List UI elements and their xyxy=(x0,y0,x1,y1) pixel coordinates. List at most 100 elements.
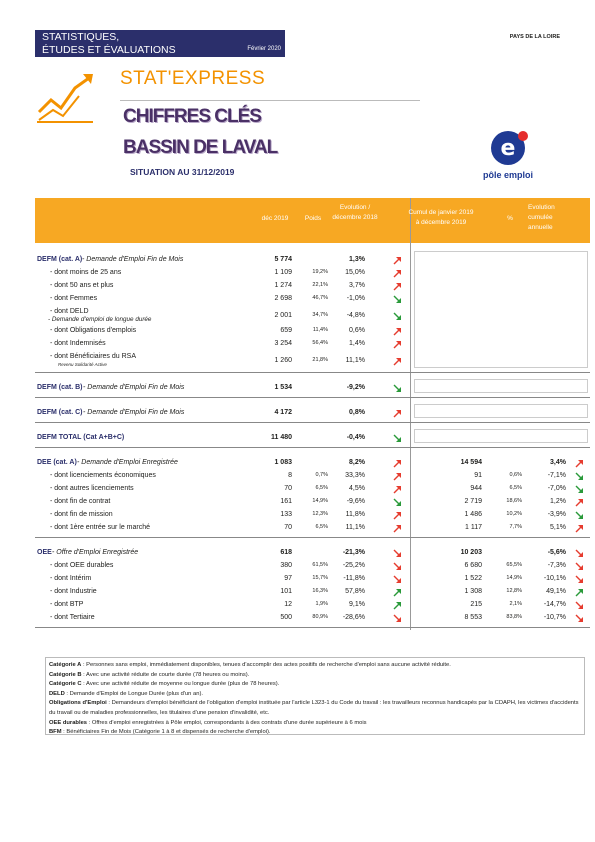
col-header: Poids xyxy=(304,215,322,222)
row-label: - dont 1ère entrée sur le marché xyxy=(50,524,150,531)
note: Catégorie B : Avec une activité réduite … xyxy=(49,671,581,681)
row-label: - dont moins de 25 ans xyxy=(50,269,122,276)
change: 1,3% xyxy=(349,256,365,263)
trend-arrow xyxy=(393,434,401,442)
col-header: déc 2019 xyxy=(261,215,289,222)
trend-arrow xyxy=(393,270,401,278)
band-line2: ÉTUDES ET ÉVALUATIONS xyxy=(42,44,176,56)
cumul-change: -7,3% xyxy=(547,562,566,569)
cumul-change: 5,1% xyxy=(550,524,566,531)
change: -21,3% xyxy=(342,549,365,556)
stat-icon xyxy=(37,74,93,123)
subtitle: SITUATION AU 31/12/2019 xyxy=(130,167,235,177)
trend-arrow xyxy=(575,549,583,557)
row-detail: - Demande d'emploi de longue durée xyxy=(48,316,152,323)
trend-arrow xyxy=(393,257,401,265)
cumul-change: -7,0% xyxy=(547,485,566,492)
row-label: - dont Tertiaire xyxy=(50,614,95,621)
row-label: - dont Intérim xyxy=(50,575,92,582)
cumul-box xyxy=(414,251,588,368)
row-label: - dont licenciements économiques xyxy=(50,472,156,479)
value: 97 xyxy=(284,575,292,582)
value: 1 274 xyxy=(274,282,292,289)
change: 1,4% xyxy=(349,340,365,347)
separator xyxy=(35,397,590,398)
value: 618 xyxy=(280,549,292,556)
row-label: DEFM (cat. A) xyxy=(37,256,83,263)
separator xyxy=(35,447,590,448)
change: -28,6% xyxy=(342,614,365,621)
divider xyxy=(410,198,411,630)
value: 5 774 xyxy=(274,256,292,263)
trend-arrow xyxy=(393,410,401,418)
trend-arrow xyxy=(393,498,401,506)
trend-arrow xyxy=(393,341,401,349)
weight: 6,5% xyxy=(315,524,328,530)
cumul-weight: 0,6% xyxy=(509,472,522,478)
value: 8 xyxy=(288,472,292,479)
cumul-weight: 2,1% xyxy=(509,601,522,607)
trend-arrow xyxy=(393,328,401,336)
notes: Catégorie A : Personnes sans emploi, imm… xyxy=(45,657,585,735)
cumul-weight: 10,2% xyxy=(506,511,522,517)
note-text: : Personnes sans emploi, immédiatement d… xyxy=(81,662,451,668)
value: 659 xyxy=(280,327,292,334)
weight: 12,3% xyxy=(312,511,328,517)
svg-text:e: e xyxy=(501,136,516,161)
note-text: : Avec une activité réduite de moyenne o… xyxy=(81,681,280,688)
note: OEE durables : Offres d'emploi enregistr… xyxy=(49,719,581,729)
cumul-weight: 65,5% xyxy=(506,562,522,568)
region: PAYS DE LA LOIRE xyxy=(509,34,560,40)
note: BFM : Bénéficiaires Fin de Mois (Catégor… xyxy=(49,728,581,738)
note-text: : Demande d'Emploi de Longue Durée (plus… xyxy=(64,690,203,697)
trend-arrow xyxy=(393,589,401,597)
weight: 21,8% xyxy=(312,357,328,363)
cumul-change: 3,4% xyxy=(550,459,566,466)
weight: 46,7% xyxy=(312,295,328,301)
cumul: 944 xyxy=(470,485,482,492)
cumul: 1 117 xyxy=(465,524,482,531)
trend-arrow xyxy=(393,384,401,392)
col-header: % xyxy=(507,215,513,222)
separator xyxy=(35,422,590,423)
row-detail: - Demande d'Emploi Fin de Mois xyxy=(83,409,185,416)
col-header: Cumul de janvier 2019 à décembre 2019 xyxy=(408,209,474,226)
brand: STAT'EXPRESS xyxy=(120,68,266,89)
weight: 16,3% xyxy=(312,588,328,594)
trend-arrow xyxy=(575,525,583,533)
cumul-change: -10,7% xyxy=(543,614,566,621)
cumul: 8 553 xyxy=(464,614,482,621)
row-label: DEFM TOTAL (Cat A+B+C) xyxy=(37,434,125,441)
note-text: : Demandeurs d'emploi bénéficiant de l'o… xyxy=(49,700,579,716)
weight: 11,4% xyxy=(312,327,328,333)
cumul-weight: 12,8% xyxy=(506,588,522,594)
row-label: - dont 50 ans et plus xyxy=(50,282,114,289)
cumul: 6 680 xyxy=(464,562,482,569)
value: 1 534 xyxy=(274,384,292,391)
row-detail: - Demande d'Emploi Enregistrée xyxy=(77,459,178,466)
trend-arrow xyxy=(575,499,583,507)
logo: e pôle emploi xyxy=(483,131,533,180)
trend-arrow xyxy=(575,601,583,609)
value: 11 480 xyxy=(270,434,292,441)
note-text: : Avec une activité réduite de courte du… xyxy=(81,671,250,678)
cumul: 1 308 xyxy=(464,588,482,595)
value: 70 xyxy=(284,485,292,492)
weight: 14,9% xyxy=(312,498,328,504)
separator xyxy=(35,537,590,538)
cumul-change: -7,1% xyxy=(547,472,566,479)
trend-arrow xyxy=(575,614,583,622)
trend-arrow xyxy=(393,549,401,557)
cumul-change: 49,1% xyxy=(546,588,566,595)
col-header: Evolution / décembre 2018 xyxy=(332,204,378,221)
cumul: 1 486 xyxy=(464,511,482,518)
row-label: - dont Bénéficiaires du RSA xyxy=(50,353,136,360)
trend-arrow xyxy=(393,562,401,570)
header-band: STATISTIQUES, ÉTUDES ET ÉVALUATIONS Févr… xyxy=(35,30,285,57)
logo-text: pôle emploi xyxy=(483,170,533,180)
row-label: DEFM (cat. B) xyxy=(37,384,83,391)
row-label: - dont DELD xyxy=(50,308,89,315)
col-header: Evolution cumulée annuelle xyxy=(528,204,555,231)
trend-arrow xyxy=(575,511,583,519)
